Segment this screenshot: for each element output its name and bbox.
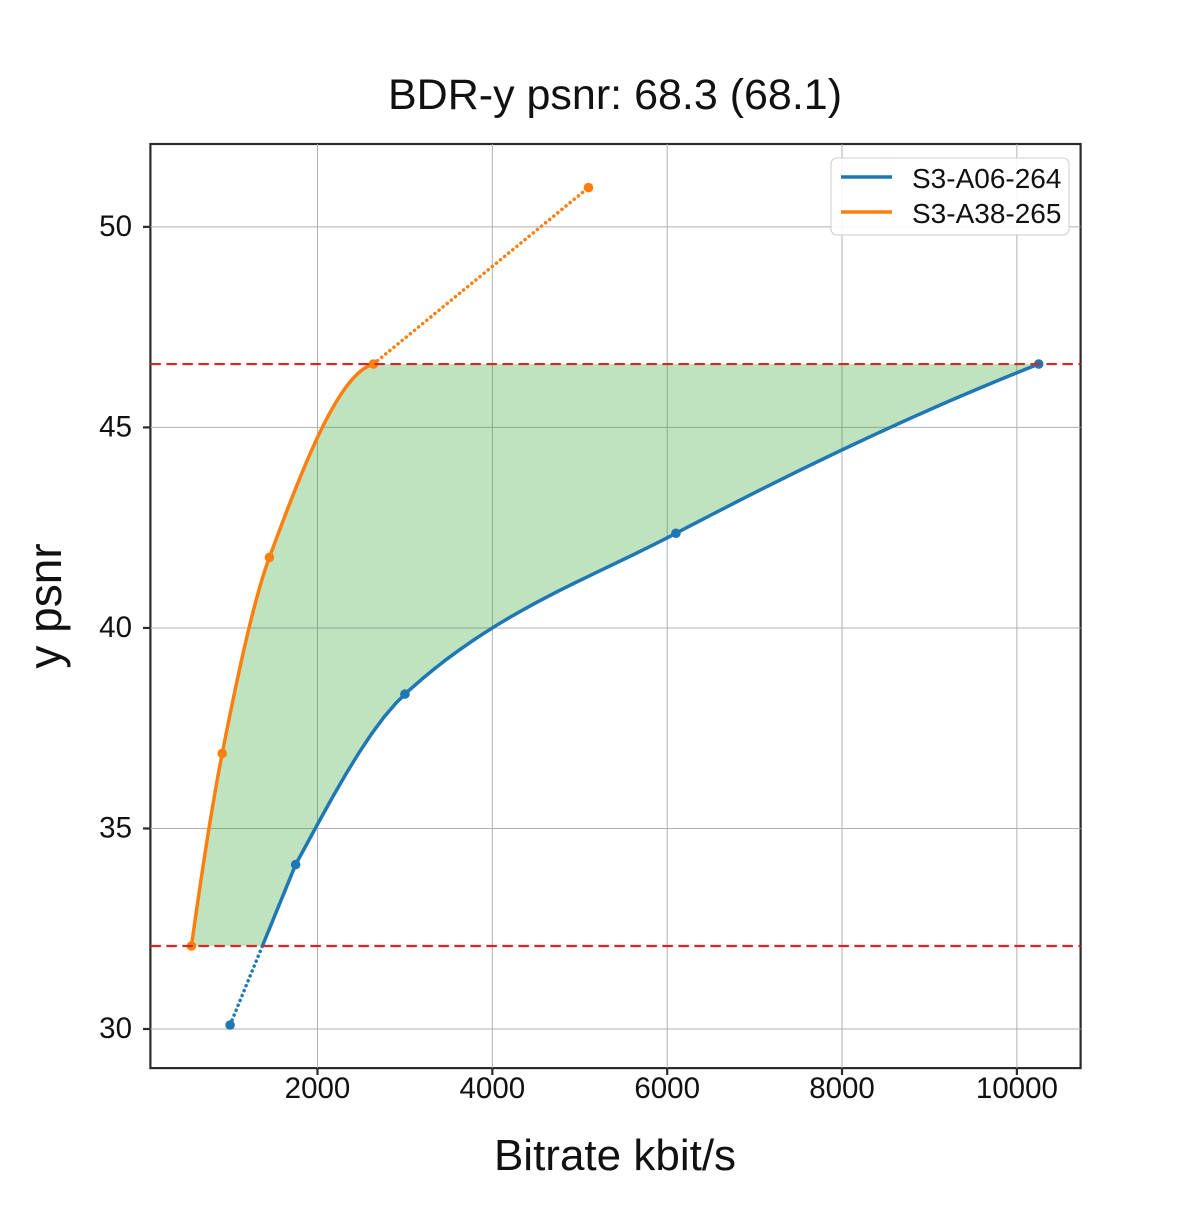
svg-text:Bitrate kbit/s: Bitrate kbit/s: [494, 1131, 736, 1180]
svg-text:y psnr: y psnr: [19, 543, 71, 668]
svg-text:2000: 2000: [285, 1072, 351, 1105]
svg-text:6000: 6000: [634, 1072, 700, 1105]
svg-text:45: 45: [99, 411, 132, 444]
svg-text:S3-A06-264: S3-A06-264: [912, 163, 1061, 194]
svg-text:40: 40: [99, 611, 132, 644]
svg-text:10000: 10000: [976, 1072, 1058, 1105]
svg-text:BDR-y psnr: 68.3 (68.1): BDR-y psnr: 68.3 (68.1): [388, 71, 842, 119]
svg-text:4000: 4000: [460, 1072, 526, 1105]
svg-text:30: 30: [99, 1012, 132, 1045]
svg-text:S3-A38-265: S3-A38-265: [912, 198, 1061, 229]
svg-text:50: 50: [99, 210, 132, 243]
svg-text:8000: 8000: [809, 1072, 875, 1105]
svg-text:35: 35: [99, 812, 132, 845]
